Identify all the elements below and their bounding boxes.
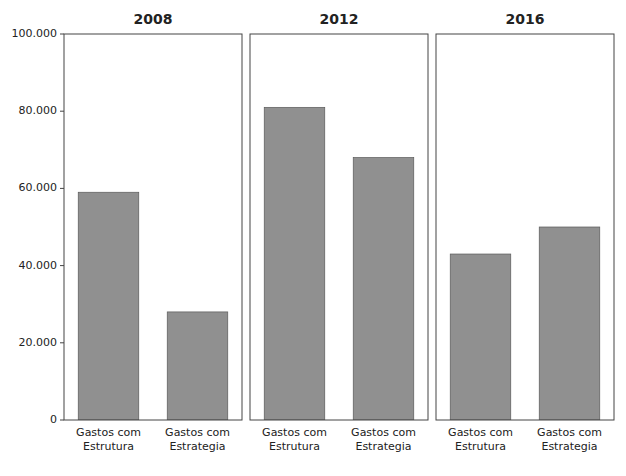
bar <box>78 192 139 420</box>
y-tick-label: 20.000 <box>19 336 58 349</box>
x-tick-label: Gastos comEstrutura <box>448 426 513 453</box>
panel-title: 2012 <box>320 11 359 27</box>
plot-frame <box>436 34 614 420</box>
x-tick-label: Gastos comEstrutura <box>76 426 141 453</box>
y-tick <box>60 420 64 421</box>
y-tick-label: 60.000 <box>19 181 58 194</box>
y-tick-label: 40.000 <box>19 259 58 272</box>
panel: 2016 Gastos comEstrutura Gastos comEstrate… <box>436 11 614 453</box>
bar <box>264 107 325 420</box>
bar <box>167 312 228 420</box>
y-tick <box>60 111 64 112</box>
bars <box>78 192 228 420</box>
panel: 2008 Gastos comEstrutura Gastos comEstrate… <box>12 11 243 453</box>
panel: 2012 Gastos comEstrutura Gastos comEstrate… <box>250 11 428 453</box>
panel-title: 2016 <box>506 11 545 27</box>
x-tick-label: Gastos comEstrategia <box>165 426 230 453</box>
bars <box>264 107 414 420</box>
y-tick-label: 80.000 <box>19 104 58 117</box>
plot-frame <box>250 34 428 420</box>
x-tick-label: Gastos comEstrutura <box>262 426 327 453</box>
y-tick <box>60 188 64 189</box>
chart: 2008 Gastos comEstrutura Gastos comEstrate… <box>0 0 626 476</box>
y-tick <box>60 265 64 266</box>
y-tick-label: 100.000 <box>12 27 58 40</box>
plot-frame <box>64 34 242 420</box>
y-tick-label: 0 <box>50 413 57 426</box>
bar <box>353 158 414 420</box>
bars <box>450 227 600 420</box>
bar <box>450 254 511 420</box>
x-tick-label: Gastos comEstrategia <box>537 426 602 453</box>
bar <box>539 227 600 420</box>
x-tick-label: Gastos comEstrategia <box>351 426 416 453</box>
panel-title: 2008 <box>134 11 173 27</box>
y-tick <box>60 342 64 343</box>
y-tick <box>60 34 64 35</box>
